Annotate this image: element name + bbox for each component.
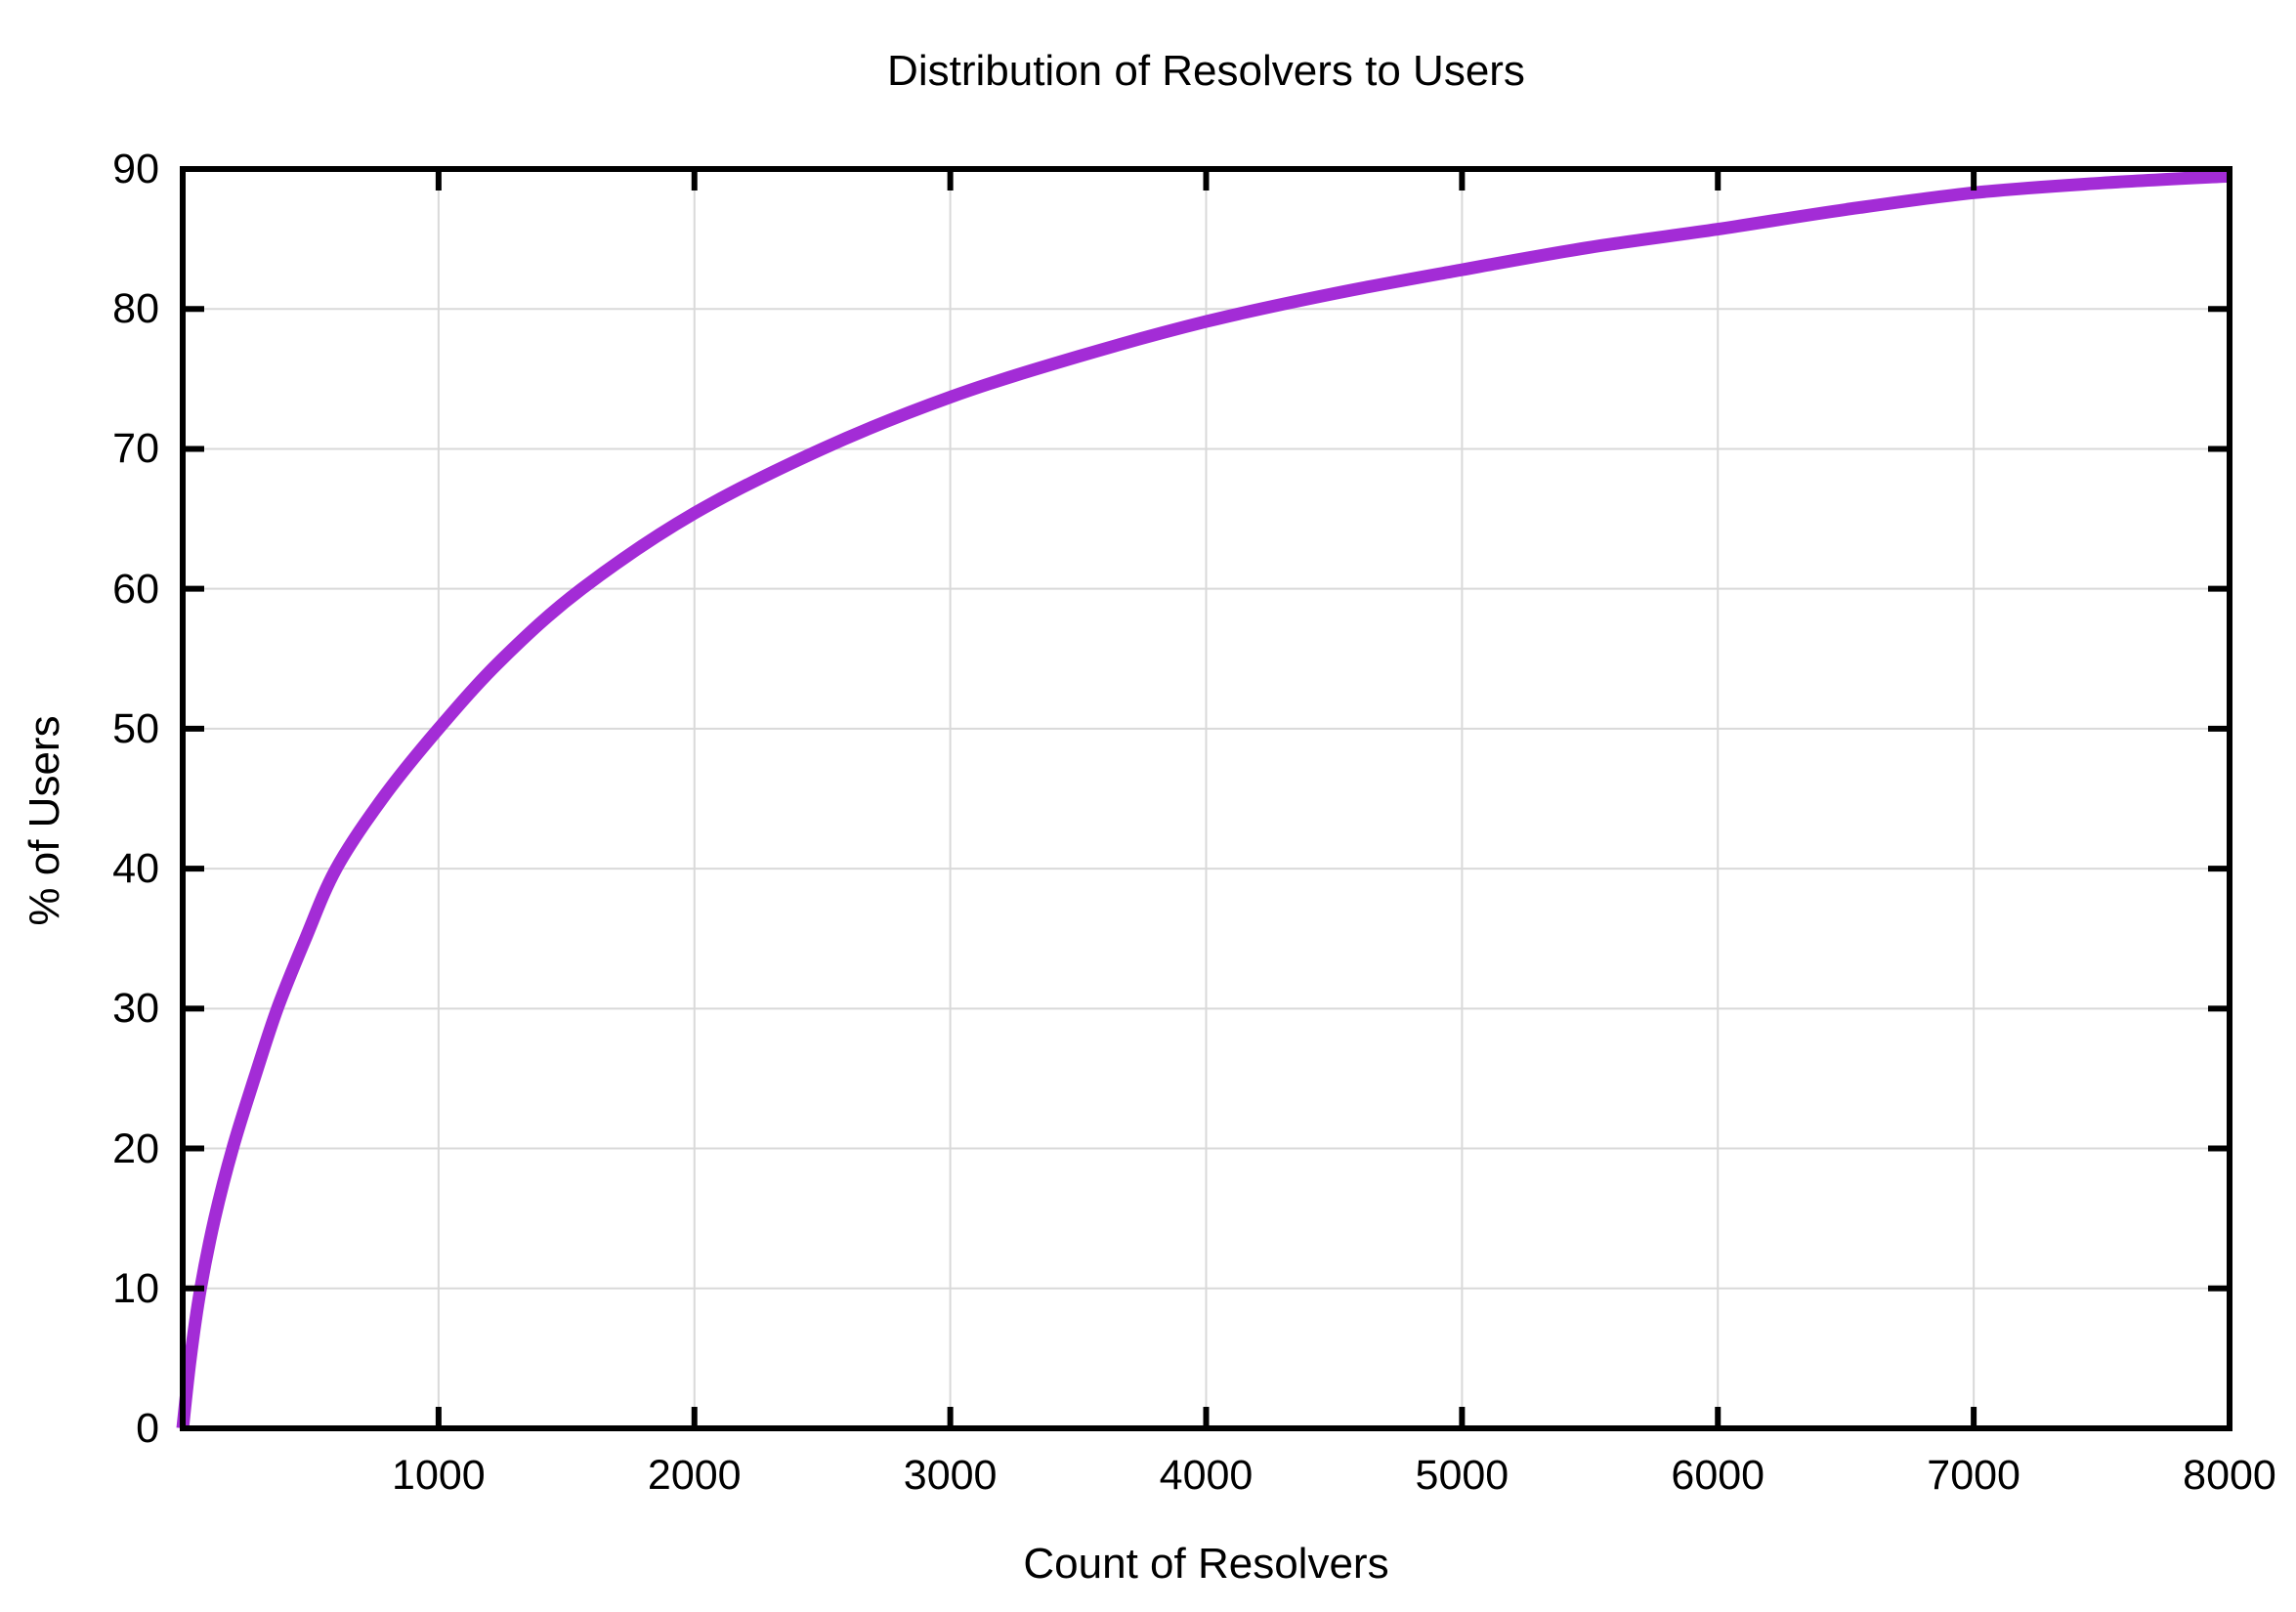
x-axis-title: Count of Resolvers	[1023, 1540, 1389, 1588]
x-tick-label: 8000	[2183, 1452, 2276, 1499]
y-tick-label: 20	[112, 1124, 159, 1172]
x-tick-label: 3000	[903, 1452, 998, 1499]
data-series-line	[176, 169, 2231, 1429]
x-tick-label: 5000	[1415, 1452, 1509, 1499]
x-tick-label: 1000	[392, 1452, 486, 1499]
chart-title: Distribution of Resolvers to Users	[887, 47, 1525, 95]
x-tick-label: 6000	[1671, 1452, 1765, 1499]
y-tick-label: 70	[112, 425, 159, 473]
y-tick-label: 60	[112, 565, 159, 613]
y-tick-label: 80	[112, 285, 159, 333]
y-tick-label: 0	[136, 1405, 159, 1452]
y-tick-label: 50	[112, 704, 159, 752]
x-tick-label: 4000	[1159, 1452, 1254, 1499]
y-tick-label: 10	[112, 1264, 159, 1312]
y-tick-label: 30	[112, 985, 159, 1033]
x-tick-label: 7000	[1927, 1452, 2020, 1499]
y-tick-label: 40	[112, 845, 159, 893]
x-tick-label: 2000	[647, 1452, 742, 1499]
y-tick-label: 90	[112, 146, 159, 192]
